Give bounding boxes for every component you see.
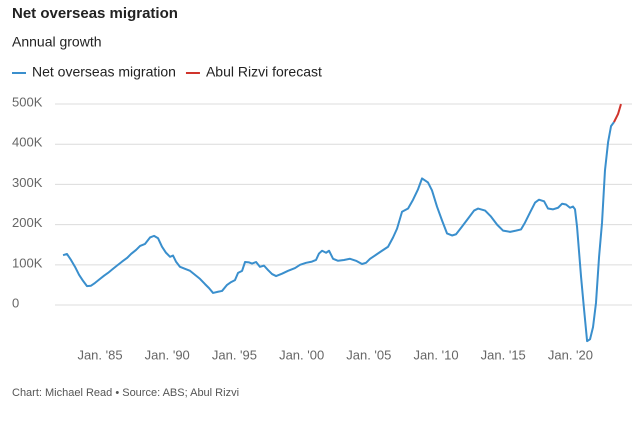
y-tick-label: 200K xyxy=(12,215,43,230)
x-tick-label: Jan. '85 xyxy=(77,347,122,362)
y-tick-label: 300K xyxy=(12,175,43,190)
chart-subtitle: Annual growth xyxy=(12,34,102,50)
y-tick-label: 0 xyxy=(12,295,19,310)
y-tick-label: 100K xyxy=(12,255,43,270)
x-tick-label: Jan. '95 xyxy=(212,347,257,362)
legend-label: Abul Rizvi forecast xyxy=(206,64,322,80)
x-tick-label: Jan. '90 xyxy=(145,347,190,362)
y-tick-label: 500K xyxy=(12,94,43,109)
legend-label: Net overseas migration xyxy=(32,64,176,80)
x-tick-label: Jan. '20 xyxy=(548,347,593,362)
x-tick-label: Jan. '00 xyxy=(279,347,324,362)
chart-source: Chart: Michael Read • Source: ABS; Abul … xyxy=(12,387,239,399)
x-tick-label: Jan. '05 xyxy=(346,347,391,362)
x-tick-label: Jan. '15 xyxy=(481,347,526,362)
chart-title: Net overseas migration xyxy=(12,5,178,22)
series-line xyxy=(613,103,622,123)
y-tick-label: 400K xyxy=(12,135,43,150)
series-line xyxy=(62,121,615,343)
x-tick-label: Jan. '10 xyxy=(413,347,458,362)
